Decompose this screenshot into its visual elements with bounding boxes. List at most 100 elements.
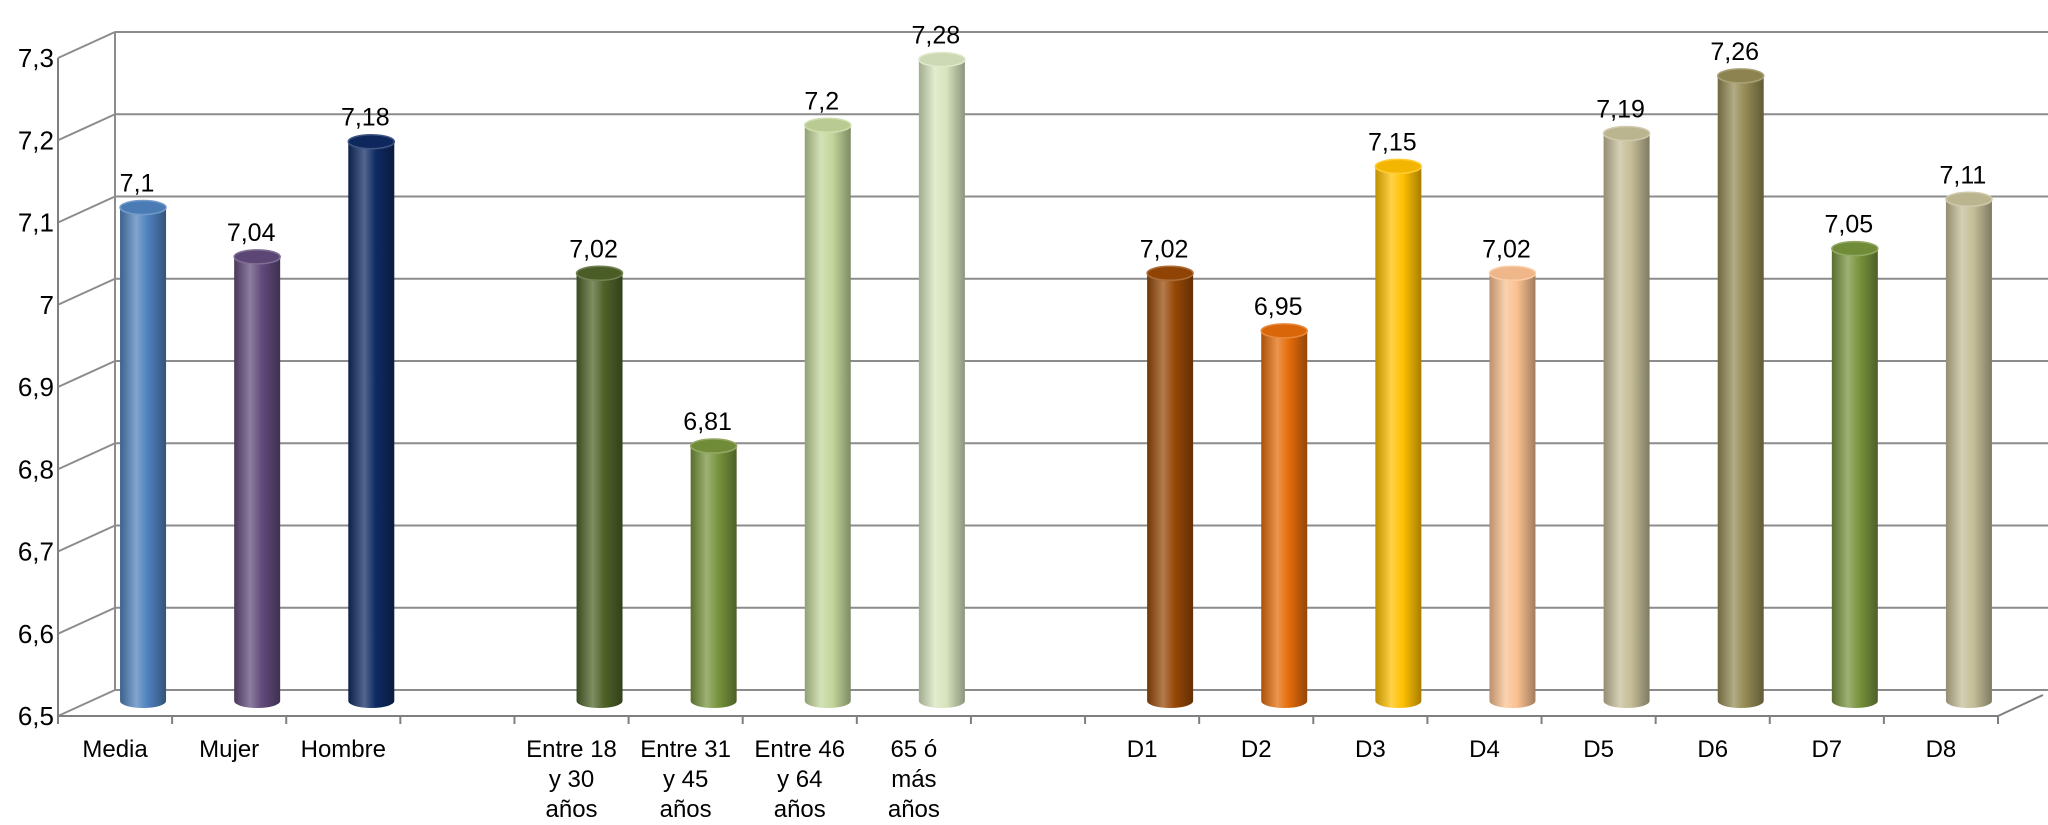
bar xyxy=(1488,265,1537,708)
category-label: y 64 xyxy=(777,766,822,793)
floor-edge xyxy=(1997,694,2044,717)
data-label: 7,11 xyxy=(1940,161,1987,189)
gridline-depth xyxy=(57,195,116,224)
bar-body xyxy=(690,446,737,708)
bar-body xyxy=(918,59,965,708)
category-label: años xyxy=(546,796,598,823)
category-label: D3 xyxy=(1355,736,1386,763)
category-label: años xyxy=(774,796,826,823)
y-tick-label: 7 xyxy=(40,290,54,320)
gridline-depth xyxy=(57,442,116,471)
bar xyxy=(575,265,624,708)
y-tick-label: 6,8 xyxy=(18,454,54,484)
category-label: Entre 31 xyxy=(640,736,731,763)
axes xyxy=(57,32,2044,724)
bar-top xyxy=(1146,265,1194,282)
category-label: D1 xyxy=(1127,736,1158,763)
bar xyxy=(233,249,281,708)
bar-body xyxy=(1489,273,1536,708)
bar-top xyxy=(1831,240,1879,257)
data-label: 7,05 xyxy=(1824,211,1873,239)
category-label: Media xyxy=(82,736,148,763)
y-tick-label: 6,5 xyxy=(18,701,54,731)
gridline-depth xyxy=(57,606,116,635)
y-tick-label: 6,9 xyxy=(18,372,54,402)
bar-body xyxy=(1831,248,1878,708)
bar xyxy=(1602,125,1651,709)
y-tick-label: 7,1 xyxy=(18,208,54,238)
bar-top xyxy=(1945,191,1993,208)
category-label: años xyxy=(660,796,712,823)
bars xyxy=(119,51,1993,709)
data-label: 7,15 xyxy=(1368,128,1417,156)
y-tick-label: 6,7 xyxy=(18,537,54,567)
category-label: D7 xyxy=(1811,736,1842,763)
bar-body xyxy=(120,207,167,708)
bar xyxy=(347,133,396,708)
bar xyxy=(1945,191,1993,708)
bar xyxy=(1374,158,1423,708)
bar xyxy=(119,199,167,708)
bar-body xyxy=(1375,166,1422,708)
category-label: D6 xyxy=(1697,736,1728,763)
bar-body xyxy=(348,141,395,708)
category-label: Entre 46 xyxy=(754,736,845,763)
category-label: D5 xyxy=(1583,736,1614,763)
y-tick-label: 7,3 xyxy=(18,43,54,73)
bar-body xyxy=(1261,330,1308,708)
data-label: 7,02 xyxy=(1482,235,1531,263)
category-label: Entre 18 xyxy=(526,736,617,763)
bar-top xyxy=(1716,68,1765,84)
bar-top xyxy=(119,199,167,216)
gridline-depth xyxy=(57,524,116,553)
bar xyxy=(1831,240,1879,708)
gridline-depth xyxy=(57,113,116,142)
bar xyxy=(918,51,966,708)
data-label: 6,81 xyxy=(683,408,732,436)
category-label: Mujer xyxy=(199,736,259,763)
bar-top xyxy=(918,51,966,68)
gridline-depth xyxy=(57,277,116,306)
bar-body xyxy=(1147,273,1194,708)
category-label: D4 xyxy=(1469,736,1500,763)
category-label: D8 xyxy=(1926,736,1957,763)
data-label: 7,02 xyxy=(1140,235,1189,263)
bar-body xyxy=(1945,199,1992,708)
bar-top xyxy=(804,117,852,133)
data-label: 7,1 xyxy=(120,170,155,198)
gridline-depth xyxy=(57,689,116,717)
bar xyxy=(1260,323,1308,708)
category-label: y 45 xyxy=(663,766,708,793)
bar-top xyxy=(233,249,281,265)
bar-top xyxy=(1260,323,1308,339)
bar-body xyxy=(234,256,281,708)
data-label: 7,19 xyxy=(1596,95,1645,123)
bar xyxy=(1716,68,1765,708)
bar-body xyxy=(576,273,623,708)
y-tick-label: 6,6 xyxy=(18,619,54,649)
category-label: más xyxy=(891,766,936,793)
category-label: y 30 xyxy=(549,766,594,793)
bar-top xyxy=(1374,158,1423,175)
data-label: 7,2 xyxy=(804,87,839,115)
gridline-depth xyxy=(57,31,116,59)
bar xyxy=(804,117,852,708)
bar-top xyxy=(689,438,738,454)
bar-body xyxy=(1603,133,1650,709)
category-label: D2 xyxy=(1241,736,1272,763)
y-tick-label: 7,2 xyxy=(18,125,54,155)
category-label: Hombre xyxy=(301,736,386,763)
data-label: 7,26 xyxy=(1710,38,1759,66)
data-label: 7,02 xyxy=(569,235,618,263)
bar-top xyxy=(347,133,396,150)
data-label: 7,04 xyxy=(227,219,276,247)
data-label: 7,18 xyxy=(341,104,390,132)
bar-top xyxy=(1488,265,1537,282)
bar-body xyxy=(1717,75,1764,708)
bar xyxy=(1146,265,1194,708)
bar-top xyxy=(575,265,624,282)
bar-body xyxy=(804,125,851,708)
category-label: años xyxy=(888,796,940,823)
gridline-depth xyxy=(57,360,116,388)
